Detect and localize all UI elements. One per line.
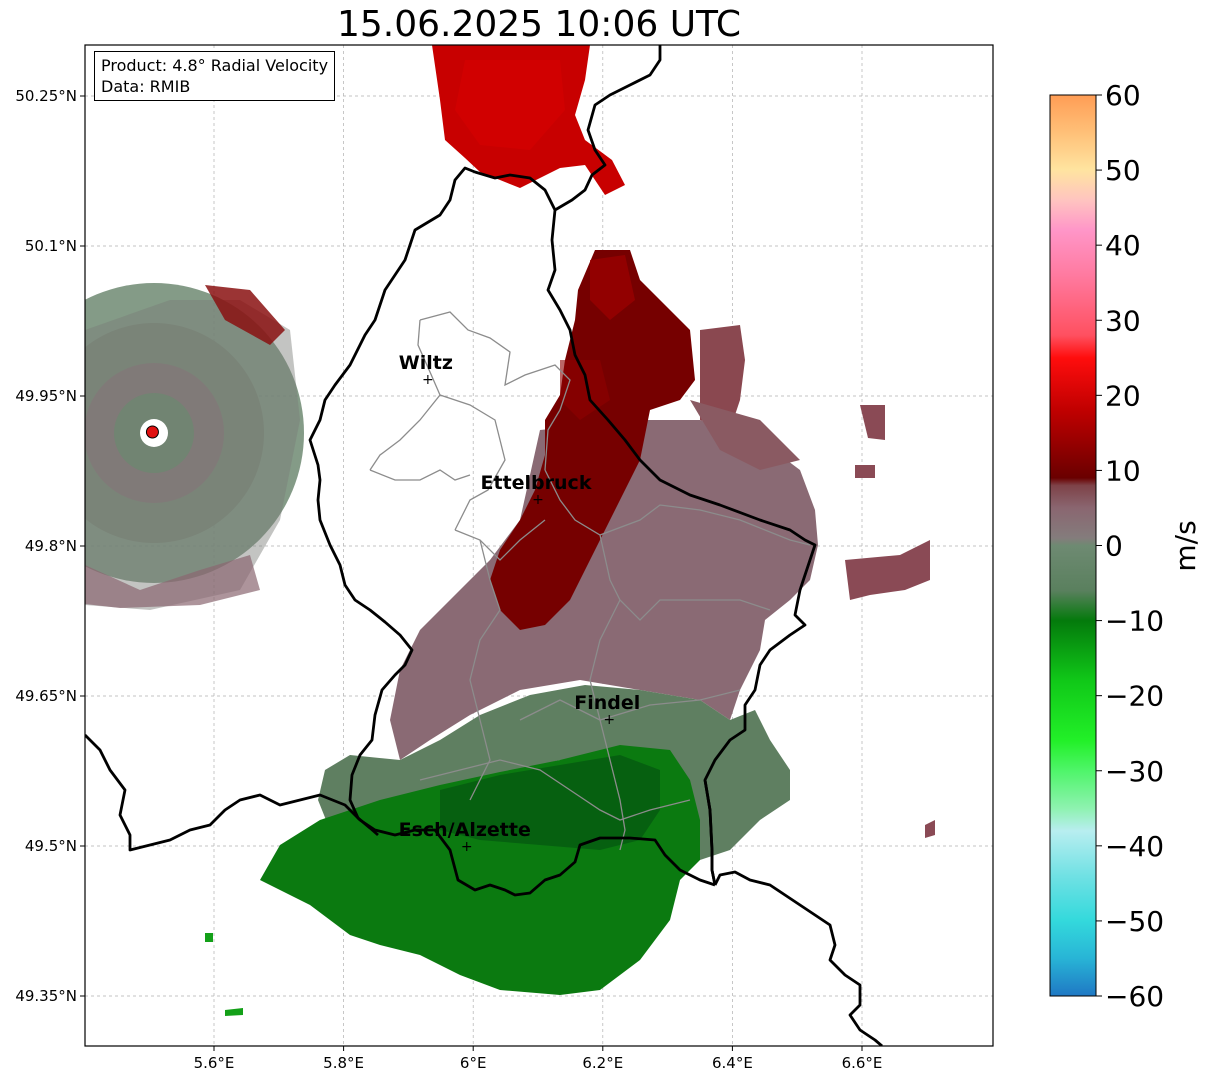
- lat-tick-label: 49.95°N: [15, 387, 77, 405]
- lat-tick-label: 50.25°N: [15, 87, 77, 105]
- product-label: Product: 4.8° Radial Velocity: [101, 56, 329, 75]
- radar-site-clutter: [85, 283, 304, 610]
- lat-tick-label: 49.65°N: [15, 687, 77, 705]
- data-source-label: Data: RMIB: [101, 77, 191, 96]
- colorbar-tick-label: −50: [1105, 905, 1164, 938]
- lon-tick-label: 6.2°E: [582, 1054, 623, 1072]
- axes: 5.6°E 5.8°E 6°E 6.2°E 6.4°E 6.6°E 50.25°N 50.1°…: [15, 87, 882, 1072]
- colorbar-unit-label: m/s: [1169, 520, 1202, 571]
- colorbar: 60 50 40 30 20 10 0 −10 −20 −30 −40 −50 −60 m/s: [1049, 79, 1202, 1013]
- colorbar-tick-label: −10: [1105, 605, 1164, 638]
- colorbar-tick-label: 0: [1105, 530, 1123, 563]
- map-frame: [84, 44, 994, 1047]
- colorbar-tick-label: −30: [1105, 755, 1164, 788]
- lon-tick-label: 6°E: [460, 1054, 487, 1072]
- lon-tick-label: 6.6°E: [842, 1054, 883, 1072]
- lat-tick-label: 49.8°N: [25, 537, 77, 555]
- lon-tick-label: 5.6°E: [194, 1054, 235, 1072]
- city-label: Esch/Alzette: [399, 819, 531, 841]
- city-markers: +Wiltz+Ettelbruck+Findel+Esch/Alzette: [399, 352, 641, 855]
- city-label: Ettelbruck: [481, 472, 592, 494]
- lat-tick-label: 49.5°N: [25, 837, 77, 855]
- lon-tick-label: 6.4°E: [712, 1054, 753, 1072]
- city-label: Findel: [574, 692, 640, 714]
- canton-boundaries: [369, 311, 811, 851]
- lat-tick-label: 50.1°N: [25, 237, 77, 255]
- echo-band-zero: [318, 685, 790, 860]
- colorbar-tick-label: 30: [1105, 304, 1141, 337]
- city-marker-plus: +: [422, 372, 434, 388]
- colorbar-tick-label: 10: [1105, 454, 1141, 487]
- city-marker-plus: +: [461, 839, 473, 855]
- colorbar-tick-label: 60: [1105, 79, 1141, 112]
- country-borders: [85, 45, 883, 1046]
- lat-tick-label: 49.35°N: [15, 987, 77, 1005]
- city-marker-plus: +: [603, 712, 615, 728]
- map-title: 15.06.2025 10:06 UTC: [336, 4, 742, 45]
- product-info-box: Product: 4.8° Radial Velocity Data: RMIB: [94, 51, 336, 101]
- colorbar-tick-label: −40: [1105, 830, 1164, 863]
- radar-echoes: [85, 45, 935, 1016]
- colorbar-tick-label: 50: [1105, 154, 1141, 187]
- colorbar-tick-label: −20: [1105, 680, 1164, 713]
- city-label: Wiltz: [399, 352, 453, 374]
- lon-tick-label: 5.8°E: [323, 1054, 364, 1072]
- echo-band-outbound-light: [390, 420, 818, 760]
- colorbar-tick-label: −60: [1105, 980, 1164, 1013]
- echo-core-outbound-dark: [490, 250, 695, 630]
- colorbar-tick-label: 20: [1105, 379, 1141, 412]
- colorbar-tick-label: 40: [1105, 229, 1141, 262]
- city-marker-plus: +: [532, 492, 544, 508]
